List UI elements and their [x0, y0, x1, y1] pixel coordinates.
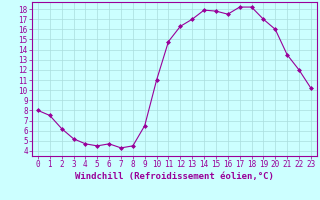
X-axis label: Windchill (Refroidissement éolien,°C): Windchill (Refroidissement éolien,°C): [75, 172, 274, 181]
